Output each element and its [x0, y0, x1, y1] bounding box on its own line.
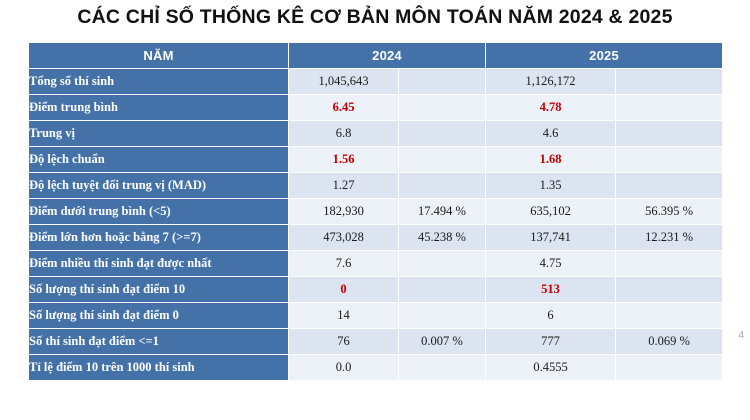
row-label: Tỉ lệ điểm 10 trên 1000 thí sinh	[28, 354, 289, 381]
value-2024: 76	[288, 328, 399, 355]
value-2025: 777	[485, 328, 617, 355]
value-2025: 4.78	[485, 94, 617, 121]
table-row: Tỉ lệ điểm 10 trên 1000 thí sinh 0.0 0.455…	[28, 354, 724, 381]
percent-2024	[397, 146, 487, 173]
table-header: NĂM 2024 2025	[28, 42, 724, 69]
percent-2024: 45.238 %	[397, 224, 487, 251]
row-label: Trung vị	[28, 120, 289, 147]
value-2024: 0.0	[288, 354, 399, 381]
value-2025: 1.68	[485, 146, 617, 173]
table-row: Điểm lớn hơn hoặc bằng 7 (>=7) 473,028 45.…	[28, 224, 724, 251]
value-2024: 473,028	[288, 224, 399, 251]
percent-2024	[397, 250, 487, 277]
row-label: Số lượng thí sinh đạt điểm 10	[28, 276, 289, 303]
percent-2024: 0.007 %	[397, 328, 487, 355]
table-row: Điểm dưới trung bình (<5) 182,930 17.494 %…	[28, 198, 724, 225]
table-row: Tổng số thí sinh 1,045,643 1,126,172	[28, 68, 724, 95]
page-title: CÁC CHỈ SỐ THỐNG KÊ CƠ BẢN MÔN TOÁN NĂM …	[77, 6, 673, 28]
column-header-2024: 2024	[287, 42, 487, 69]
row-label: Tổng số thí sinh	[28, 68, 289, 95]
percent-2024	[397, 276, 487, 303]
statistics-table: NĂM 2024 2025 Tổng số thí sinh 1,045,643 1…	[28, 42, 724, 381]
table-row: Số thí sinh đạt điểm <=1 76 0.007 % 777 0.06…	[28, 328, 724, 355]
percent-2025	[615, 172, 724, 199]
value-2025: 137,741	[485, 224, 617, 251]
percent-2025	[615, 94, 724, 121]
row-label: Độ lệch chuẩn	[28, 146, 289, 173]
value-2024: 0	[288, 276, 399, 303]
percent-2024	[397, 172, 487, 199]
value-2025: 513	[485, 276, 617, 303]
value-2025: 4.6	[485, 120, 617, 147]
percent-2024	[397, 354, 487, 381]
table-row: Độ lệch chuẩn 1.56 1.68	[28, 146, 724, 173]
table-body: Tổng số thí sinh 1,045,643 1,126,172 Điểm t…	[28, 68, 724, 381]
percent-2025: 0.069 %	[615, 328, 724, 355]
table-row: Số lượng thí sinh đạt điểm 10 0 513	[28, 276, 724, 303]
table-row: Điểm nhiều thí sinh đạt được nhất 7.6 4.75	[28, 250, 724, 277]
value-2025: 1.35	[485, 172, 617, 199]
row-label: Điểm trung bình	[28, 94, 289, 121]
value-2025: 1,126,172	[485, 68, 617, 95]
value-2024: 182,930	[288, 198, 399, 225]
row-label: Điểm dưới trung bình (<5)	[28, 198, 289, 225]
row-label: Số thí sinh đạt điểm <=1	[28, 328, 289, 355]
percent-2025	[615, 120, 724, 147]
table-row: Trung vị 6.8 4.6	[28, 120, 724, 147]
table-row: Độ lệch tuyệt đối trung vị (MAD) 1.27 1.35	[28, 172, 724, 199]
value-2025: 0.4555	[485, 354, 617, 381]
column-header-2025: 2025	[485, 42, 724, 69]
value-2024: 1,045,643	[288, 68, 399, 95]
percent-2024: 17.494 %	[397, 198, 487, 225]
percent-2025: 56.395 %	[615, 198, 724, 225]
percent-2024	[397, 120, 487, 147]
value-2025: 635,102	[485, 198, 617, 225]
percent-2025	[615, 276, 724, 303]
value-2025: 6	[485, 302, 617, 329]
percent-2024	[397, 94, 487, 121]
row-label: Độ lệch tuyệt đối trung vị (MAD)	[28, 172, 289, 199]
value-2024: 14	[288, 302, 399, 329]
row-label: Điểm lớn hơn hoặc bằng 7 (>=7)	[28, 224, 289, 251]
column-header-label: NĂM	[28, 42, 289, 69]
value-2024: 7.6	[288, 250, 399, 277]
percent-2025	[615, 354, 724, 381]
row-label: Số lượng thí sinh đạt điểm 0	[28, 302, 289, 329]
percent-2024	[397, 68, 487, 95]
percent-2025	[615, 146, 724, 173]
percent-2025	[615, 302, 724, 329]
percent-2025: 12.231 %	[615, 224, 724, 251]
row-label: Điểm nhiều thí sinh đạt được nhất	[28, 250, 289, 277]
table-row: Số lượng thí sinh đạt điểm 0 14 6	[28, 302, 724, 329]
page-number: 4	[738, 330, 744, 341]
table-row: Điểm trung bình 6.45 4.78	[28, 94, 724, 121]
value-2024: 1.27	[288, 172, 399, 199]
percent-2025	[615, 68, 724, 95]
percent-2025	[615, 250, 724, 277]
table-header-row: NĂM 2024 2025	[28, 42, 724, 69]
value-2024: 6.8	[288, 120, 399, 147]
value-2024: 1.56	[288, 146, 399, 173]
value-2024: 6.45	[288, 94, 399, 121]
percent-2024	[397, 302, 487, 329]
value-2025: 4.75	[485, 250, 617, 277]
